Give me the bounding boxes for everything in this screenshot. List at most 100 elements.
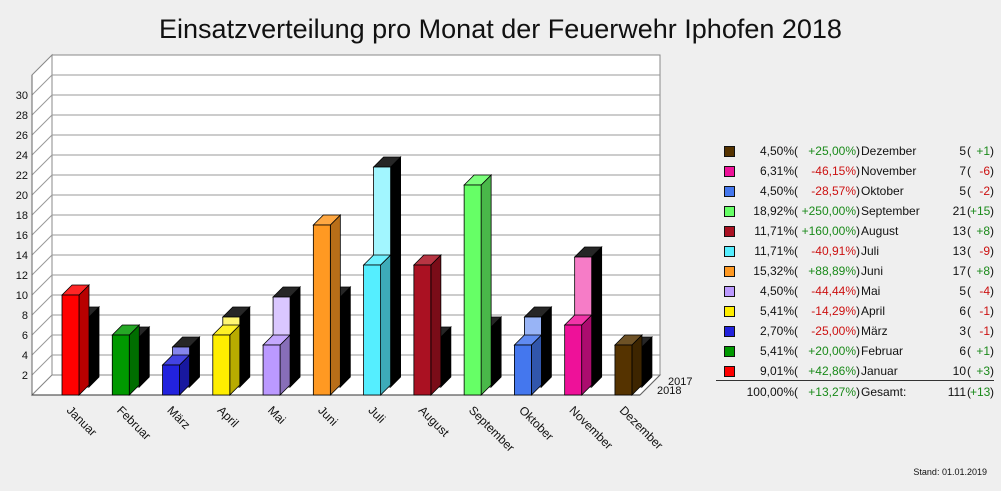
legend-paren: ( [967, 184, 971, 198]
legend-month: Oktober [861, 184, 904, 198]
legend-row: 5,41%(-14,29%) April 6(-1) [716, 301, 996, 321]
chart-title: Einsatzverteilung pro Monat der Feuerweh… [159, 14, 842, 44]
bar-2018 [514, 344, 532, 396]
legend-paren: ) [856, 324, 860, 338]
legend-percent: 4,50% [759, 184, 794, 198]
bar-2017-side [289, 286, 301, 388]
bar-2018 [413, 264, 432, 396]
legend-paren: ( [967, 344, 971, 358]
legend-percent: 18,92% [753, 204, 794, 218]
depth-label-2018: 2018 [657, 385, 681, 397]
legend-paren: ) [990, 304, 994, 318]
bar-2018 [363, 264, 382, 396]
legend-row: 15,32%(+88,89%) Juni 17(+8) [716, 261, 996, 281]
legend-paren: ( [794, 385, 798, 399]
legend-row: 9,01%(+42,86%) Januar 10(+3) [716, 361, 996, 381]
legend-paren: ) [990, 364, 994, 378]
total-delta: +13 [970, 385, 991, 399]
legend-swatch [724, 306, 735, 317]
bar-2017-side [490, 316, 502, 388]
bar-2018-side [581, 314, 593, 396]
legend-change: +42,86% [808, 364, 856, 378]
legend-month: April [861, 304, 886, 318]
legend-paren: ( [967, 364, 971, 378]
legend-paren: ) [856, 364, 860, 378]
legend-swatch [724, 146, 735, 157]
y-tick-label: 30 [16, 90, 28, 102]
x-tick-label: April [215, 403, 242, 430]
legend-paren: ( [794, 144, 798, 158]
legend-percent: 11,71% [754, 224, 794, 238]
bar-2017-side [88, 306, 100, 388]
legend-paren: ( [967, 264, 971, 278]
y-tick-label: 26 [16, 130, 28, 142]
legend-delta: +3 [976, 364, 990, 378]
bar-2018 [614, 344, 633, 396]
legend-count: 17 [952, 264, 966, 278]
legend-month: November [861, 164, 917, 178]
y-tick-label: 28 [16, 110, 28, 122]
legend-percent: 15,32% [753, 264, 794, 278]
x-tick-label: März [164, 403, 193, 432]
legend-count: 7 [959, 164, 966, 178]
legend-paren: ) [856, 164, 860, 178]
x-tick-label: Juni [315, 403, 340, 428]
legend-month: Dezember [861, 144, 917, 158]
legend-delta: +1 [976, 344, 990, 358]
legend-percent: 9,01% [759, 364, 794, 378]
y-tick-label: 16 [16, 230, 28, 242]
legend-separator [716, 380, 994, 381]
legend-swatch [724, 346, 735, 357]
legend-change: +25,00% [808, 144, 856, 158]
legend-paren: ( [967, 224, 971, 238]
legend-delta: +1 [976, 144, 990, 158]
bar-2018 [111, 334, 130, 396]
legend-total-row: 100,00%(+13,27%) Gesamt: 111(+13) [716, 382, 996, 402]
legend-paren: ( [794, 164, 798, 178]
x-tick-label: Mai [265, 403, 289, 427]
legend-count: 13 [952, 224, 966, 238]
bar-2018-side [480, 174, 492, 396]
bar-2018 [463, 184, 482, 396]
bar-2018-side [430, 254, 442, 396]
x-tick-label: November [567, 403, 616, 452]
legend-paren: ( [794, 364, 798, 378]
gridline-side [31, 314, 53, 336]
total-percent: 100,00% [746, 385, 794, 399]
legend-paren: ( [794, 324, 798, 338]
bar-2018 [262, 344, 281, 396]
bar-2018 [212, 334, 231, 396]
x-tick-label: Dezember [617, 403, 666, 452]
x-tick-label: Februar [114, 403, 154, 443]
legend-delta: -1 [979, 304, 990, 318]
legend-paren: ) [990, 164, 994, 178]
y-tick-label: 12 [16, 270, 28, 282]
gridline-side [31, 354, 53, 376]
legend-paren: ( [794, 344, 798, 358]
legend-change: -46,15% [811, 164, 856, 178]
legend-change: -28,57% [811, 184, 856, 198]
legend-swatch [724, 246, 735, 257]
legend-paren: ( [967, 324, 971, 338]
legend-month: Juni [861, 264, 884, 278]
gridline-side [31, 134, 53, 156]
legend-count: 5 [959, 184, 966, 198]
legend-swatch [724, 166, 735, 177]
bar-2017-side [591, 246, 603, 388]
legend-percent: 4,50% [759, 144, 794, 158]
legend-paren: ( [967, 385, 971, 399]
legend-percent: 5,41% [759, 344, 794, 358]
legend-delta: +8 [976, 224, 990, 238]
gridline-side [31, 194, 53, 216]
legend-paren: ) [990, 184, 994, 198]
legend-count: 5 [959, 144, 966, 158]
bar-2017-side [541, 306, 552, 388]
legend-month: Januar [861, 364, 898, 378]
legend: 4,50%(+25,00%) Dezember 5(+1) 6,31%(-46,15%… [716, 141, 996, 399]
legend-count: 21 [952, 204, 966, 218]
legend-paren: ) [856, 204, 860, 218]
bar-2018-side [329, 214, 341, 396]
legend-swatch [724, 366, 735, 377]
legend-count: 3 [959, 324, 966, 338]
